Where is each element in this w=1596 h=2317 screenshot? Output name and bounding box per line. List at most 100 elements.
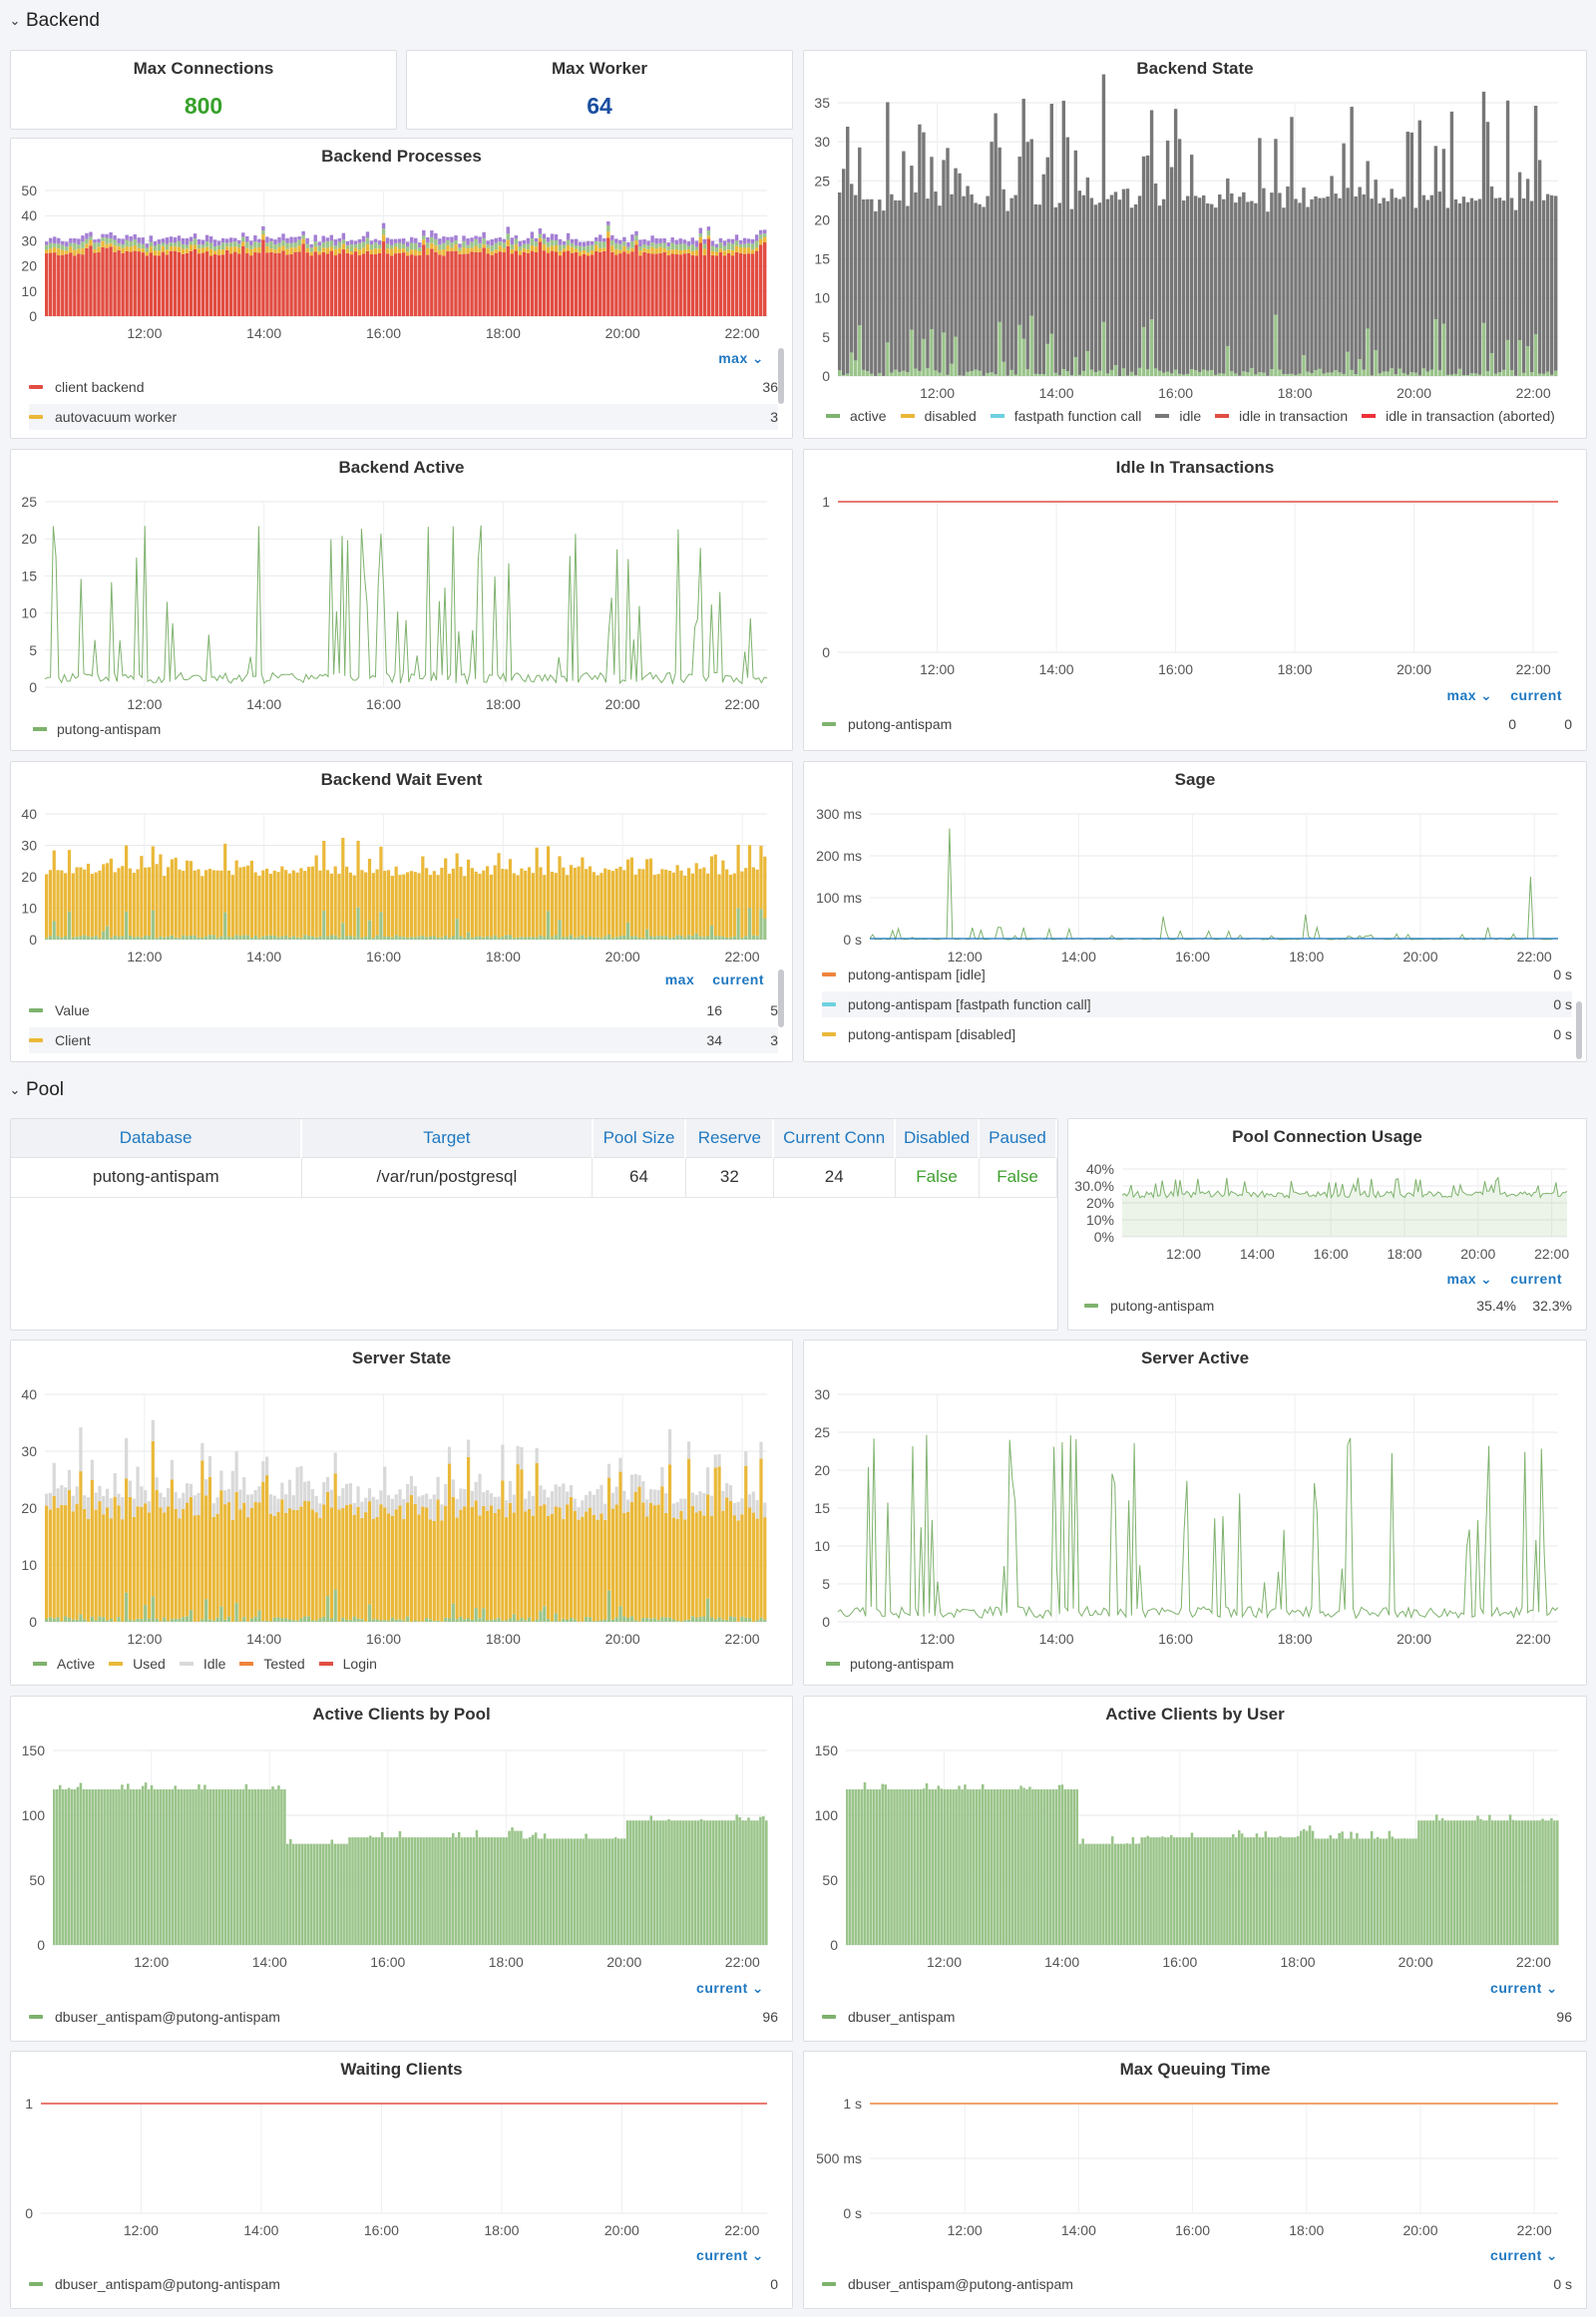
legend-header[interactable]: current ⌄ [696, 2247, 764, 2265]
legend-header-current[interactable]: current [1490, 2247, 1542, 2263]
legend-item[interactable]: putong-antispam 0 0 [822, 711, 1572, 737]
legend-item[interactable]: idle in transaction [1215, 408, 1348, 424]
panel-title[interactable]: Server Active [1140, 1349, 1250, 1367]
legend-scrollbar[interactable] [778, 969, 784, 1027]
legend-header-current[interactable]: current [696, 1980, 748, 1996]
legend-item[interactable]: putong-antispam [disabled] 0 s [822, 1021, 1572, 1047]
legend-item[interactable]: putong-antispam [fastpath function call]… [822, 991, 1572, 1017]
legend-item[interactable]: dbuser_antispam@putong-antispam 96 [29, 2004, 778, 2030]
legend-header-max[interactable]: max [1446, 687, 1477, 703]
panel-title[interactable]: Backend State [1136, 59, 1254, 78]
legend-item[interactable]: Value 16 5 [29, 997, 778, 1023]
legend-item[interactable]: Used [109, 1656, 166, 1672]
bar [113, 872, 117, 937]
legend-header-max[interactable]: max [718, 350, 748, 366]
bar [85, 1789, 89, 1945]
bar [486, 1510, 490, 1621]
panel-title[interactable]: Server State [351, 1349, 452, 1367]
legend-header[interactable]: max ⌄ current [1447, 1271, 1563, 1289]
column-header-reserve[interactable]: Reserve [685, 1119, 775, 1158]
legend-item[interactable]: putong-antispam [idle] 0 s [822, 962, 1572, 987]
x-tick-label: 16:00 [1175, 949, 1210, 965]
column-header-paused[interactable]: Paused [979, 1119, 1057, 1158]
bar [189, 1789, 192, 1945]
column-header-current-conn[interactable]: Current Conn [773, 1119, 897, 1158]
bar [463, 1506, 467, 1620]
legend-item[interactable]: idle [1155, 408, 1201, 424]
bar [638, 245, 642, 251]
bar [1206, 370, 1210, 376]
bar [1318, 368, 1322, 376]
bar [83, 1495, 87, 1509]
legend-header-max[interactable]: max [1446, 1271, 1477, 1287]
column-header-disabled[interactable]: Disabled [895, 1119, 981, 1158]
legend-item[interactable]: fastpath function call [990, 408, 1141, 424]
panel-title[interactable]: Backend Processes [321, 147, 482, 166]
legend-header-current[interactable]: current [712, 971, 764, 987]
bar [428, 1498, 433, 1520]
legend-item[interactable]: Client 34 3 [29, 1027, 778, 1053]
legend-header[interactable]: current ⌄ [696, 1980, 764, 1998]
legend-header-current[interactable]: current [1510, 687, 1562, 703]
column-header-database[interactable]: Database [11, 1119, 303, 1158]
bar [754, 250, 759, 316]
panel-title[interactable]: Idle In Transactions [1115, 458, 1275, 477]
panel-title[interactable]: Sage [1174, 770, 1216, 789]
bar [273, 239, 277, 245]
legend-item[interactable]: dbuser_antispam@putong-antispam 0 s [822, 2271, 1572, 2297]
legend-scrollbar[interactable] [1576, 1001, 1582, 1059]
legend-item[interactable]: dbuser_antispam 96 [822, 2004, 1572, 2030]
legend-item[interactable]: disabled [900, 408, 977, 424]
legend-item[interactable]: putong-antispam [33, 721, 161, 737]
column-header-target[interactable]: Target [301, 1119, 594, 1158]
bar [193, 935, 197, 940]
legend-item[interactable]: client backend 36 [29, 374, 778, 400]
legend-item[interactable]: Tested [239, 1656, 305, 1672]
legend-item[interactable]: Active [33, 1656, 95, 1672]
legend-item[interactable]: putong-antispam 35.4% 32.3% [1084, 1293, 1572, 1319]
section-header-pool[interactable]: ⌄ Pool [0, 1073, 64, 1107]
legend-swatch [826, 1662, 840, 1666]
panel-title[interactable]: Backend Active [338, 458, 465, 477]
legend-header[interactable]: max current [665, 971, 764, 989]
bar [317, 254, 321, 316]
panel-title[interactable]: Max Queuing Time [1119, 2060, 1271, 2079]
legend-item[interactable]: Idle [179, 1656, 225, 1672]
bar [73, 1789, 77, 1945]
table-row[interactable]: putong-antispam /var/run/postgresql 64 3… [11, 1157, 1057, 1198]
panel-title[interactable]: Waiting Clients [340, 2060, 463, 2079]
panel-title[interactable]: Backend Wait Event [320, 770, 483, 789]
legend-header[interactable]: max ⌄ current [1447, 687, 1563, 705]
legend-header[interactable]: current ⌄ [1490, 1980, 1558, 1998]
legend-item[interactable]: putong-antispam [826, 1656, 954, 1672]
legend-header-current[interactable]: current [1510, 1271, 1562, 1287]
bar [417, 1514, 421, 1622]
legend-header-current[interactable]: current [1490, 1980, 1542, 1996]
legend-item[interactable]: Login [318, 1656, 377, 1672]
bar [109, 1498, 113, 1519]
panel-title[interactable]: Pool Connection Usage [1232, 1127, 1422, 1146]
panel-title[interactable]: Active Clients by Pool [312, 1705, 491, 1724]
panel-title[interactable]: Active Clients by User [1105, 1705, 1285, 1724]
bar [489, 874, 494, 938]
legend-scrollbar[interactable] [778, 348, 784, 404]
legend-item[interactable]: dbuser_antispam@putong-antispam 0 [29, 2271, 778, 2297]
bar [1306, 371, 1310, 376]
bar [622, 1512, 626, 1617]
legend-header[interactable]: max ⌄ [718, 350, 764, 368]
legend-header-max[interactable]: max [664, 971, 695, 987]
bar [81, 235, 85, 242]
legend-item[interactable]: active [826, 408, 887, 424]
bar [306, 1480, 311, 1502]
bar [225, 246, 229, 250]
legend-header-current[interactable]: current [696, 2247, 748, 2263]
legend-header[interactable]: current ⌄ [1490, 2247, 1558, 2265]
section-header-backend[interactable]: ⌄ Backend [0, 4, 100, 38]
bar [1230, 193, 1234, 372]
legend-item[interactable]: idle in transaction (aborted) [1362, 408, 1555, 424]
legend-item[interactable]: autovacuum worker 3 [29, 404, 778, 430]
column-header-pool-size[interactable]: Pool Size [592, 1119, 687, 1158]
bar [195, 1789, 198, 1945]
bar [1085, 350, 1090, 376]
